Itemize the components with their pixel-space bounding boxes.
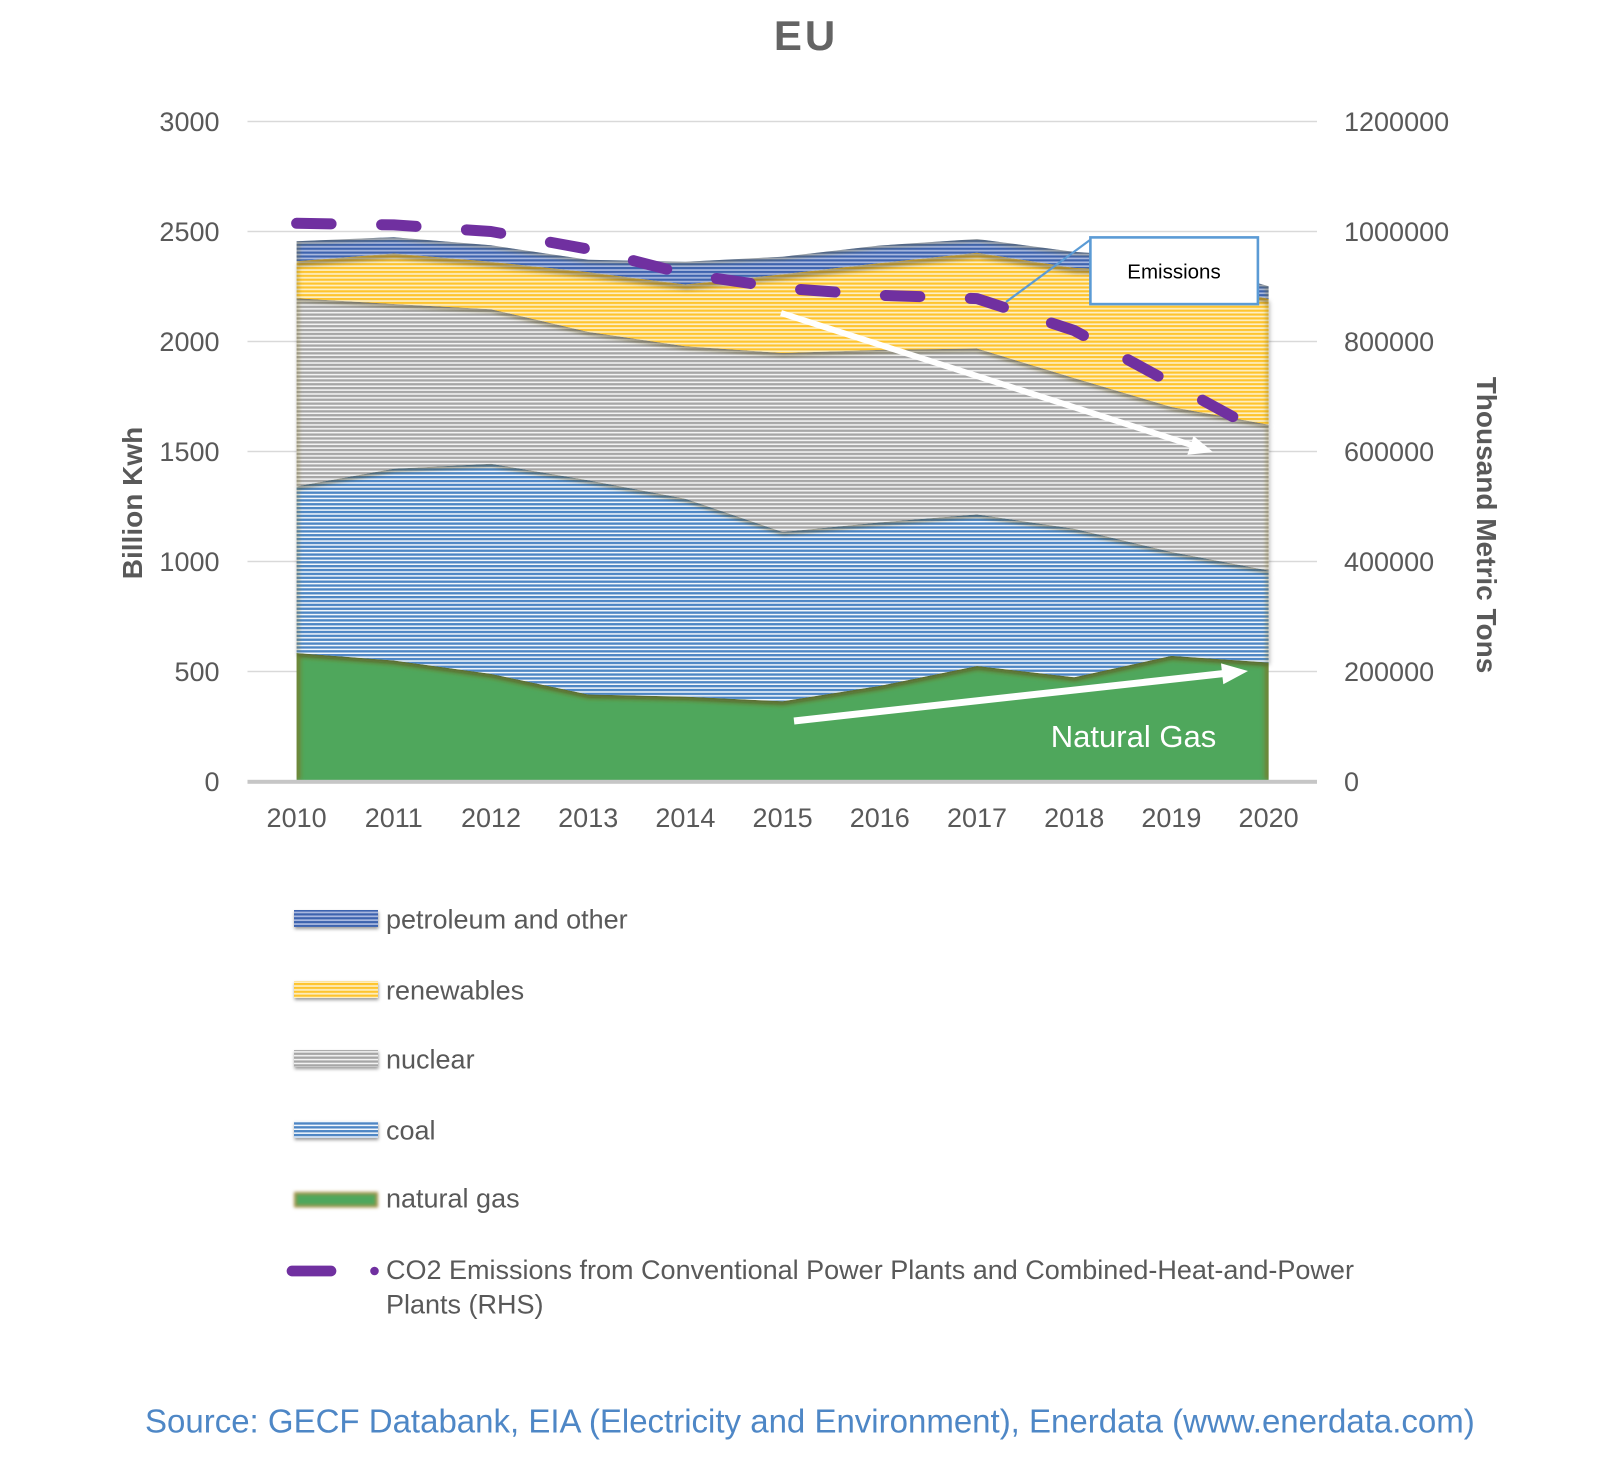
svg-text:1500: 1500 bbox=[159, 437, 219, 467]
svg-text:2000: 2000 bbox=[159, 327, 219, 357]
svg-text:Billion Kwh: Billion Kwh bbox=[117, 427, 148, 579]
svg-text:200000: 200000 bbox=[1344, 657, 1434, 687]
svg-text:CO2 Emissions from Conventiona: CO2 Emissions from Conventional Power Pl… bbox=[386, 1255, 1354, 1285]
svg-text:2500: 2500 bbox=[159, 217, 219, 247]
svg-text:Source: GECF Databank, EIA (El: Source: GECF Databank, EIA (Electricity … bbox=[145, 1403, 1475, 1440]
svg-text:Plants (RHS): Plants (RHS) bbox=[386, 1290, 544, 1320]
svg-text:renewables: renewables bbox=[386, 976, 524, 1006]
svg-text:2019: 2019 bbox=[1141, 803, 1201, 833]
svg-text:EU: EU bbox=[774, 12, 838, 59]
svg-text:1000000: 1000000 bbox=[1344, 217, 1449, 247]
svg-text:nuclear: nuclear bbox=[386, 1045, 475, 1075]
svg-text:400000: 400000 bbox=[1344, 547, 1434, 577]
svg-text:500: 500 bbox=[174, 657, 219, 687]
svg-text:600000: 600000 bbox=[1344, 437, 1434, 467]
svg-text:2015: 2015 bbox=[753, 803, 813, 833]
svg-text:2013: 2013 bbox=[558, 803, 618, 833]
svg-text:0: 0 bbox=[1344, 767, 1359, 797]
svg-text:3000: 3000 bbox=[159, 107, 219, 137]
svg-text:2011: 2011 bbox=[365, 803, 423, 833]
svg-text:2018: 2018 bbox=[1044, 803, 1104, 833]
svg-text:Natural Gas: Natural Gas bbox=[1051, 719, 1216, 754]
svg-text:800000: 800000 bbox=[1344, 327, 1434, 357]
svg-text:2016: 2016 bbox=[850, 803, 910, 833]
svg-text:1200000: 1200000 bbox=[1344, 107, 1449, 137]
svg-text:2012: 2012 bbox=[461, 803, 521, 833]
svg-text:2020: 2020 bbox=[1239, 803, 1299, 833]
svg-text:1000: 1000 bbox=[159, 547, 219, 577]
svg-text:2014: 2014 bbox=[655, 803, 715, 833]
svg-text:coal: coal bbox=[386, 1116, 436, 1146]
svg-text:petroleum and other: petroleum and other bbox=[386, 905, 628, 935]
svg-text:Thousand Metric Tons: Thousand Metric Tons bbox=[1471, 377, 1502, 674]
svg-text:2017: 2017 bbox=[947, 803, 1007, 833]
svg-text:Emissions: Emissions bbox=[1127, 261, 1220, 284]
svg-text:0: 0 bbox=[204, 767, 219, 797]
svg-text:2010: 2010 bbox=[267, 803, 327, 833]
svg-text:natural gas: natural gas bbox=[386, 1184, 520, 1214]
